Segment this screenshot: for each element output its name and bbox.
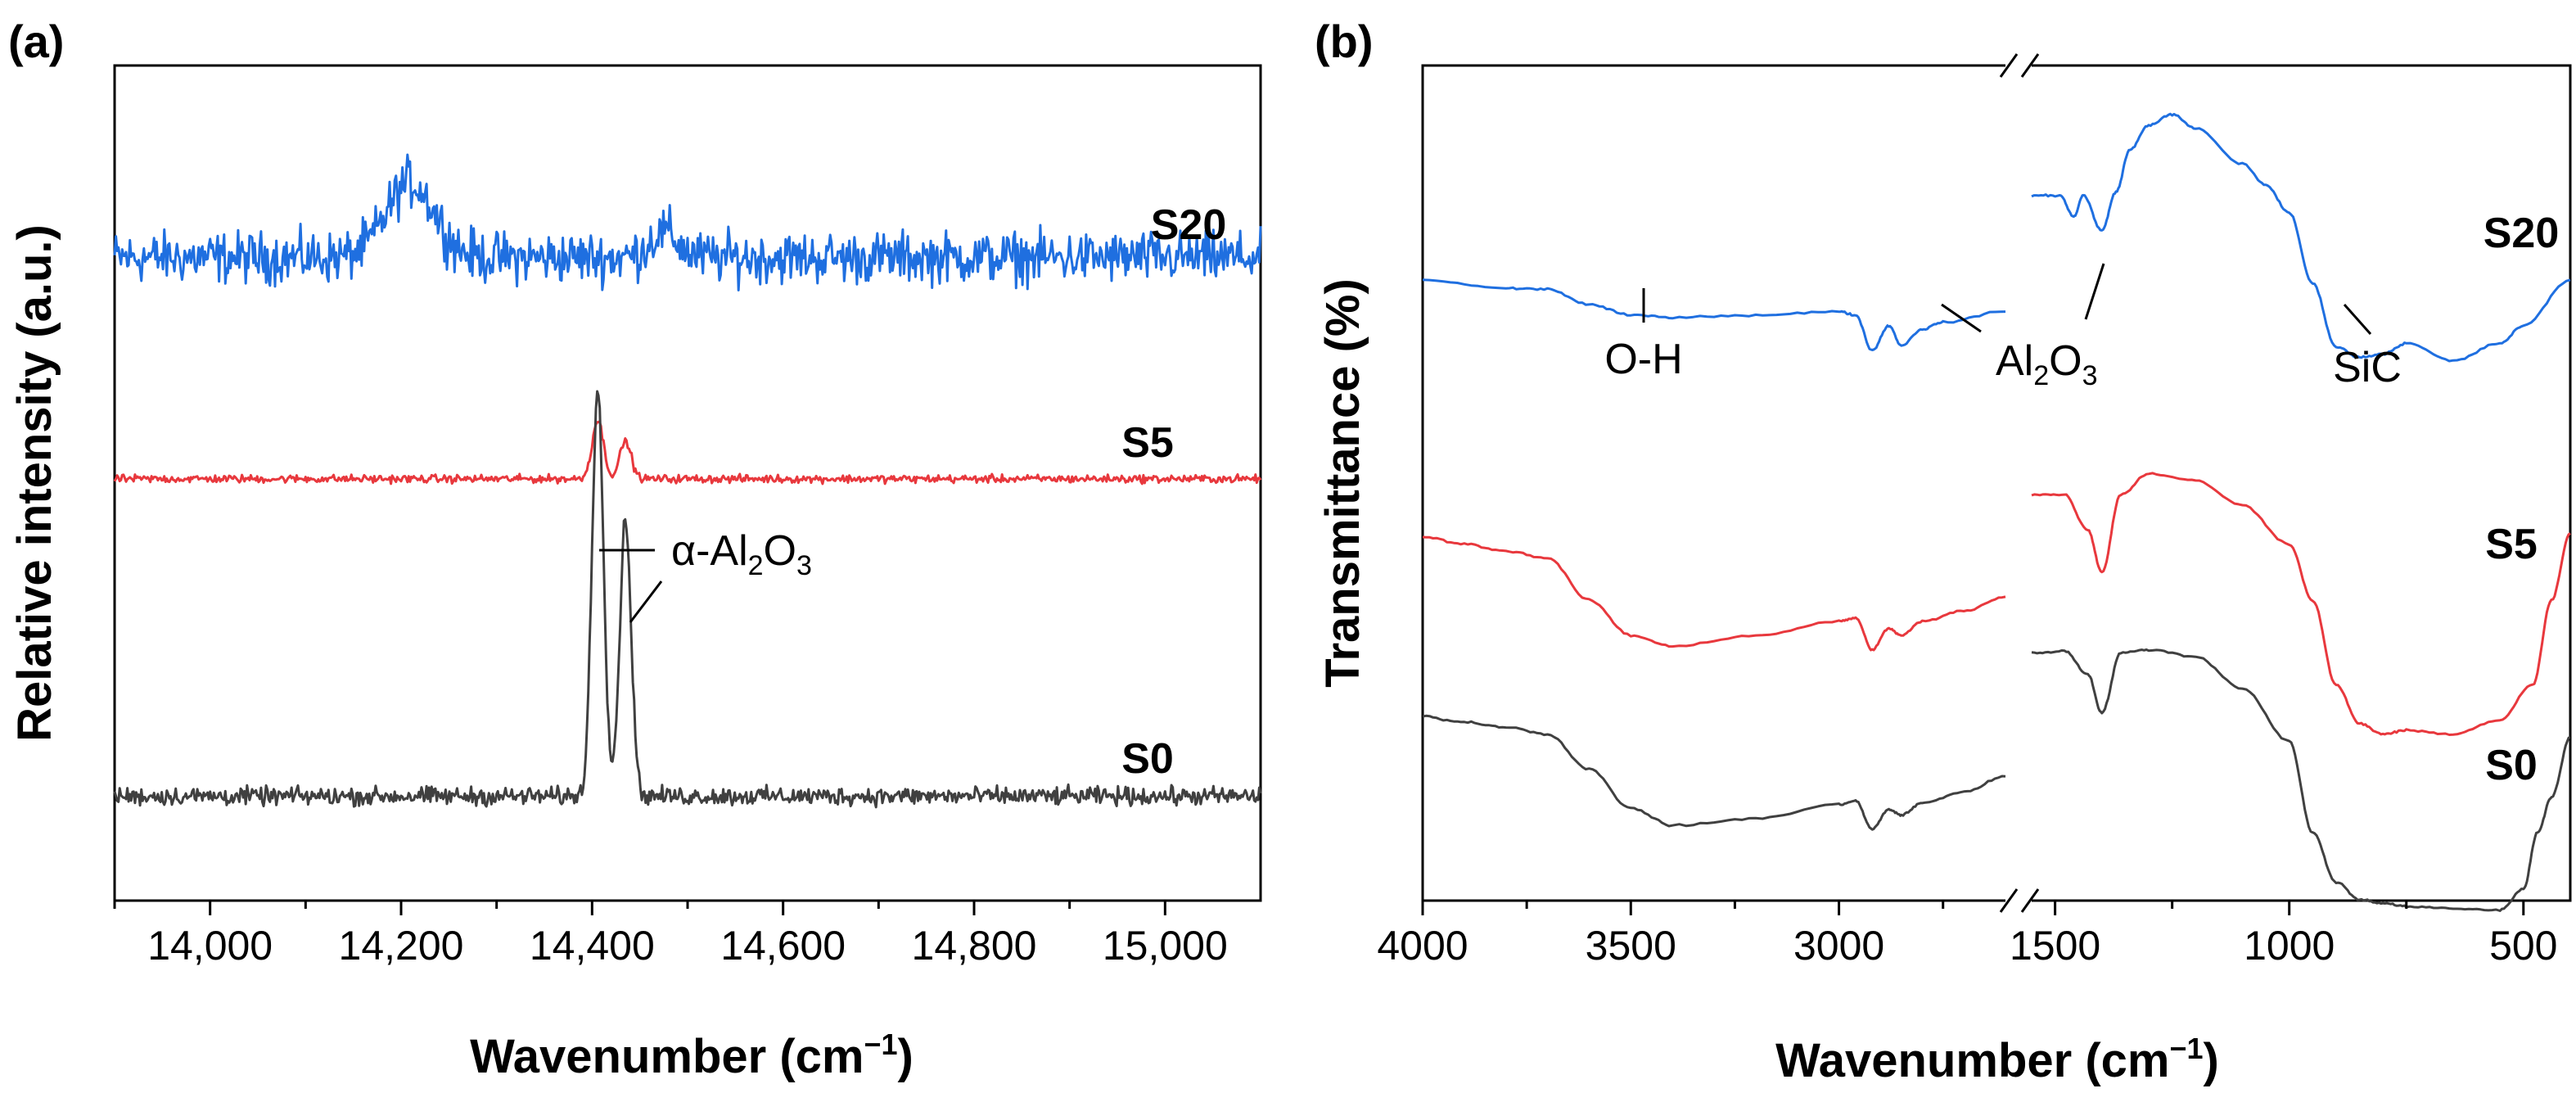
panel-b-trace-s0-low [2031, 648, 2571, 912]
panel-a-x-tick-label-14400: 14,400 [530, 923, 655, 969]
panel-b-al2o3-sub1: 2 [2033, 360, 2049, 391]
panel-b-label-s5: S5 [2485, 521, 2538, 568]
panel-a-trace-s0 [113, 390, 1262, 809]
panel-b-x-axis-title: Wavenumber (cm−1) [1775, 1032, 2219, 1087]
panel-a-label-s5: S5 [1121, 419, 1174, 467]
panel-a-x-axis-title-sup: −1 [864, 1028, 897, 1061]
panel-b-trace-s20-high [1422, 278, 2006, 351]
panel-b-label: (b) [1315, 16, 1374, 67]
panel-a-annot-pointer-2 [629, 580, 663, 623]
panel-b-al2o3-mid: O [2049, 337, 2082, 385]
panel-a-annot-mid: O [764, 527, 796, 575]
panel-a-label-s0: S0 [1121, 735, 1174, 783]
panel-a-label: (a) [8, 16, 64, 67]
panel-a-x-tick-label-14800: 14,800 [912, 923, 1037, 969]
panel-b-trace-s5-high [1422, 535, 2006, 652]
panel-b-y-axis-title: Transmittance (%) [1316, 278, 1369, 688]
panel-a-annot-sub2: 3 [796, 550, 812, 581]
panel-b-x-tick-label-3500: 3500 [1586, 923, 1676, 969]
panel-a-annot-text: α-Al [671, 527, 748, 575]
panel-a-y-axis-title: Relative intensity (a.u.) [8, 224, 61, 742]
panel-b-al2o3-sub2: 3 [2082, 360, 2098, 391]
panel-a-x-tick-label-14000: 14,000 [147, 923, 273, 969]
panel-b-x-axis-title-sup: −1 [2169, 1032, 2203, 1065]
panel-b-x-tick-label-500: 500 [2489, 923, 2557, 969]
panel-b-annotation-al2o3: Al2O3 [1996, 337, 2098, 391]
panel-b-break-top-left [1999, 53, 2019, 78]
panel-b-al2o3-text: Al [1996, 337, 2033, 385]
panel-b-trace-s5-low [2031, 472, 2571, 736]
panel-b-al2o3-pointer-left [1941, 303, 1982, 333]
panel-b-break-bottom-left [1999, 888, 2019, 913]
panel-b-x-tick-label-1000: 1000 [2244, 923, 2335, 969]
panel-a-label-s20: S20 [1151, 201, 1227, 249]
panel-a-traces [113, 153, 1262, 809]
panel-b-x-tick-label-1500: 1500 [2010, 923, 2100, 969]
panel-b-annotation-oh: O-H [1604, 336, 1682, 383]
panel-b-x-ticks: 4000 3500 3000 1500 1000 500 [1377, 901, 2558, 969]
panel-a-trace-s20 [113, 153, 1262, 291]
panel-b-traces [1422, 112, 2571, 912]
panel-b-trace-s0-high [1422, 714, 2006, 831]
panel-a-trace-s5 [113, 420, 1262, 486]
panel-b-label-s0: S0 [2485, 742, 2538, 789]
panel-a-x-tick-label-14600: 14,600 [720, 923, 846, 969]
panel-b-x-axis-title-main: Wavenumber (cm [1775, 1034, 2169, 1087]
panel-a-x-axis-title-main: Wavenumber (cm [470, 1030, 864, 1083]
panel-a-x-ticks: 14,000 14,200 14,400 14,600 14,800 15,000 [113, 901, 1228, 969]
panel-b-x-tick-label-3000: 3000 [1793, 923, 1884, 969]
panel-b-al2o3-pointer-right [2084, 263, 2105, 320]
panel-b-break-bottom-right [2020, 888, 2040, 913]
panel-a-annotation-alpha-al2o3: α-Al2O3 [671, 527, 812, 581]
panel-a-x-axis-title: Wavenumber (cm−1) [470, 1028, 914, 1083]
panel-b-x-tick-label-4000: 4000 [1377, 923, 1468, 969]
panel-b-annotation-sic: SiC [2333, 344, 2402, 391]
panel-b: (b) 4000 3500 3000 1500 1000 500 S20 S5 S0 O-… [1315, 16, 2572, 1087]
panel-a-x-tick-label-14200: 14,200 [339, 923, 464, 969]
panel-a-plot-frame [113, 64, 1262, 902]
panel-a-x-axis-title-close: ) [898, 1030, 914, 1083]
panel-b-label-s20: S20 [2484, 210, 2560, 257]
panel-a-x-tick-label-15000: 15,000 [1103, 923, 1228, 969]
panel-b-sic-pointer [2343, 304, 2372, 335]
panel-b-plot-frame [1421, 64, 2572, 902]
panel-b-break-top-right [2020, 53, 2040, 78]
panel-b-axis-break-marks [1999, 53, 2040, 913]
panel-b-x-axis-title-close: ) [2204, 1034, 2219, 1087]
panel-a: (a) 14,000 14,200 14,400 14,600 14,800 15,000… [8, 16, 1262, 1083]
panel-a-annot-sub1: 2 [748, 550, 764, 581]
panel-b-trace-s20-low [2031, 112, 2571, 363]
